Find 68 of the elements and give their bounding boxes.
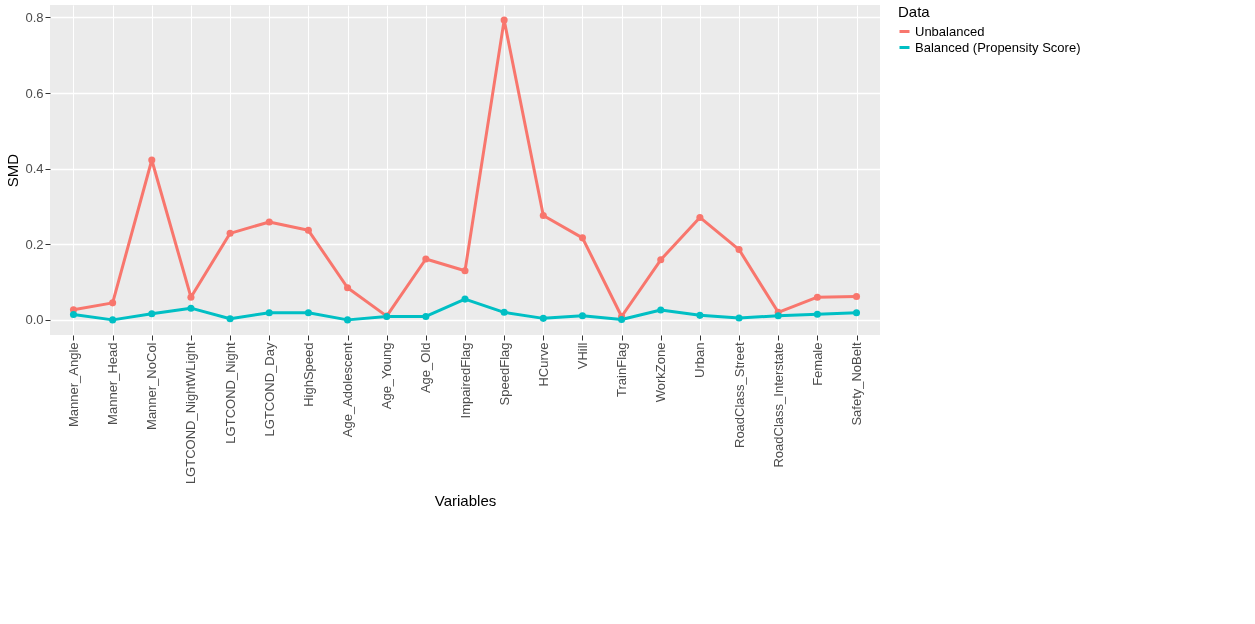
point xyxy=(148,310,156,318)
x-tick-label: Manner_NoCol xyxy=(144,342,160,430)
point xyxy=(657,256,665,264)
x-tick-label: TrainFlag xyxy=(614,342,630,397)
point xyxy=(500,16,508,24)
point xyxy=(461,267,469,275)
x-tick-label: Manner_Head xyxy=(105,342,121,425)
point xyxy=(539,314,547,322)
x-tick-label: RoadClass_Interstate xyxy=(770,342,786,468)
y-tick-label: 0.6 xyxy=(25,85,44,101)
x-tick-label: WorkZone xyxy=(653,342,669,403)
legend-title: Data xyxy=(898,3,931,20)
point xyxy=(813,293,821,301)
point xyxy=(109,299,117,307)
point xyxy=(774,312,782,320)
point xyxy=(422,312,430,321)
legend-label: Unbalanced xyxy=(915,23,985,39)
x-tick-label: Age_Old xyxy=(418,342,434,394)
point xyxy=(578,312,586,320)
point xyxy=(304,226,312,234)
x-tick-label: Age_Young xyxy=(379,342,395,410)
point xyxy=(539,212,547,220)
point xyxy=(852,292,861,300)
point xyxy=(148,156,156,164)
x-tick-label: HighSpeed xyxy=(300,342,316,407)
point xyxy=(344,316,352,324)
point xyxy=(304,309,312,317)
x-tick-label: Manner_Angle xyxy=(65,342,81,428)
point xyxy=(422,255,430,263)
x-tick-label: VHill xyxy=(574,342,590,370)
point xyxy=(735,314,743,322)
x-tick-label: LGTCOND_Night xyxy=(222,342,238,444)
point xyxy=(813,310,821,318)
point xyxy=(578,234,586,242)
point xyxy=(187,293,195,301)
x-tick-label: Urban xyxy=(692,342,708,378)
point xyxy=(735,246,743,254)
x-tick-label: Safety_NoBelt xyxy=(849,342,865,426)
x-tick-label: SpeedFlag xyxy=(496,342,512,406)
point xyxy=(500,308,508,316)
point xyxy=(852,309,861,317)
x-tick-label: LGTCOND_NightWLight xyxy=(183,342,199,485)
y-tick-label: 0.2 xyxy=(25,236,44,252)
point xyxy=(187,304,195,312)
x-tick-label: HCurve xyxy=(535,342,551,387)
y-tick-label: 0.8 xyxy=(25,9,44,25)
y-axis-title: SMD xyxy=(4,153,22,188)
x-tick-label: LGTCOND_Day xyxy=(261,342,277,437)
x-tick-label: RoadClass_Street xyxy=(731,342,747,448)
point xyxy=(461,295,469,303)
point xyxy=(265,309,273,317)
x-tick-label: Age_Adolescent xyxy=(340,342,356,438)
point xyxy=(618,315,626,324)
point xyxy=(696,311,704,319)
x-tick-label: ImpairedFlag xyxy=(457,342,473,419)
x-axis-title: Variables xyxy=(434,492,497,510)
legend-label: Balanced (Propensity Score) xyxy=(915,39,1081,55)
x-tick-label: Female xyxy=(809,342,825,386)
point xyxy=(226,315,234,323)
point xyxy=(696,213,704,221)
point xyxy=(69,311,78,319)
point xyxy=(657,306,665,314)
point xyxy=(344,284,352,292)
point xyxy=(265,218,273,226)
point xyxy=(226,229,234,237)
y-tick-label: 0.0 xyxy=(25,312,44,328)
y-tick-label: 0.4 xyxy=(25,161,44,177)
point xyxy=(109,316,117,324)
